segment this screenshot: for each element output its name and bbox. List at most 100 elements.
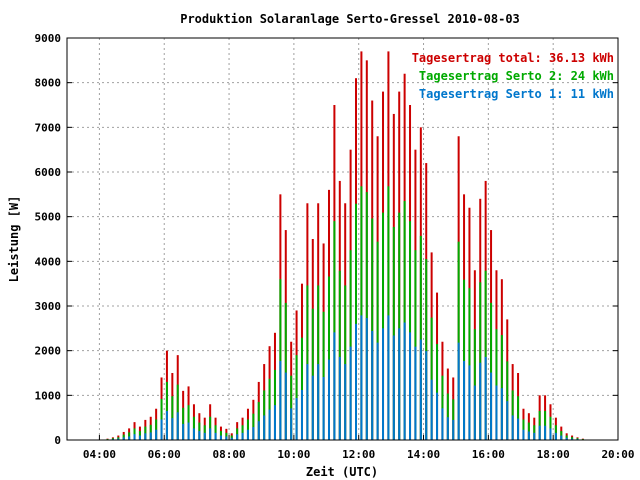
bar-serto-1 bbox=[182, 423, 185, 440]
bar-serto-1 bbox=[560, 435, 563, 440]
bar-serto-1 bbox=[533, 432, 536, 440]
bar-serto-1 bbox=[236, 434, 239, 440]
legend-total: Tagesertrag total: 36.13 kWh bbox=[412, 51, 614, 65]
bar-serto-1 bbox=[133, 434, 136, 440]
bar-serto-2 bbox=[252, 413, 255, 440]
bar-serto-1 bbox=[338, 356, 341, 440]
bar-serto-1 bbox=[554, 432, 557, 440]
y-tick-label: 9000 bbox=[35, 32, 62, 45]
bar-serto-1 bbox=[527, 431, 530, 440]
bar-serto-2 bbox=[473, 329, 476, 440]
bar-serto-2 bbox=[500, 335, 503, 440]
bar-serto-1 bbox=[371, 331, 374, 440]
bar-serto-1 bbox=[571, 438, 574, 440]
bar-serto-1 bbox=[122, 437, 125, 440]
bar-serto-1 bbox=[322, 377, 325, 440]
bar-serto-2 bbox=[306, 285, 309, 440]
bar-serto-2 bbox=[290, 375, 293, 440]
bar-serto-1 bbox=[165, 410, 168, 440]
bar-serto-1 bbox=[219, 435, 222, 440]
bar-serto-2 bbox=[392, 226, 395, 440]
bar-serto-1 bbox=[263, 415, 266, 440]
bar-serto-2 bbox=[457, 241, 460, 440]
bar-serto-1 bbox=[544, 425, 547, 440]
bar-serto-1 bbox=[257, 421, 260, 440]
y-axis-label: Leistung [W] bbox=[7, 196, 21, 283]
legend-serto-2: Tagesertrag Serto 2: 24 kWh bbox=[419, 69, 614, 83]
bar-serto-1 bbox=[349, 346, 352, 440]
x-tick-label: 06:00 bbox=[148, 448, 181, 461]
x-tick-label: 16:00 bbox=[472, 448, 505, 461]
bar-serto-1 bbox=[392, 335, 395, 440]
bar-serto-2 bbox=[544, 410, 547, 440]
x-axis-label: Zeit (UTC) bbox=[306, 465, 378, 479]
bar-serto-2 bbox=[419, 235, 422, 440]
bar-serto-1 bbox=[409, 332, 412, 440]
bar-serto-1 bbox=[317, 364, 320, 440]
chart-title: Produktion Solaranlage Serto-Gressel 201… bbox=[180, 12, 520, 26]
bar-serto-2 bbox=[452, 399, 455, 440]
bar-serto-2 bbox=[268, 378, 271, 440]
bar-serto-1 bbox=[241, 432, 244, 440]
bar-serto-2 bbox=[327, 276, 330, 440]
bar-serto-1 bbox=[376, 342, 379, 440]
bar-serto-1 bbox=[176, 412, 179, 440]
bar-serto-1 bbox=[484, 356, 487, 440]
bar-serto-2 bbox=[360, 186, 363, 440]
x-tick-label: 12:00 bbox=[342, 448, 375, 461]
bar-serto-1 bbox=[160, 419, 163, 440]
bar-serto-1 bbox=[144, 433, 147, 440]
bar-serto-2 bbox=[430, 317, 433, 440]
bar-serto-1 bbox=[290, 408, 293, 440]
bar-serto-1 bbox=[549, 428, 552, 440]
bar-serto-2 bbox=[484, 270, 487, 440]
bar-serto-1 bbox=[300, 389, 303, 440]
bar-serto-2 bbox=[468, 288, 471, 440]
bar-serto-2 bbox=[382, 212, 385, 440]
bar-serto-2 bbox=[538, 410, 541, 440]
bar-serto-2 bbox=[241, 425, 244, 440]
bar-serto-1 bbox=[203, 432, 206, 440]
bar-serto-2 bbox=[279, 279, 282, 440]
bar-serto-1 bbox=[355, 323, 358, 440]
y-tick-label: 4000 bbox=[35, 255, 62, 268]
bar-serto-1 bbox=[506, 401, 509, 440]
bar-serto-1 bbox=[273, 405, 276, 440]
bar-serto-1 bbox=[490, 372, 493, 440]
bar-serto-1 bbox=[457, 342, 460, 440]
bar-serto-2 bbox=[409, 221, 412, 440]
bar-serto-2 bbox=[495, 329, 498, 440]
legend-serto-1: Tagesertrag Serto 1: 11 kWh bbox=[419, 87, 614, 101]
bar-serto-2 bbox=[203, 425, 206, 440]
y-tick-label: 5000 bbox=[35, 211, 62, 224]
bar-serto-1 bbox=[441, 408, 444, 440]
x-tick-label: 08:00 bbox=[212, 448, 245, 461]
bar-serto-1 bbox=[430, 379, 433, 440]
bar-serto-1 bbox=[419, 339, 422, 440]
bar-serto-1 bbox=[495, 385, 498, 440]
bar-serto-1 bbox=[155, 429, 158, 440]
bar-serto-1 bbox=[565, 437, 568, 440]
bar-serto-1 bbox=[517, 418, 520, 440]
bar-serto-1 bbox=[198, 431, 201, 440]
y-tick-label: 1000 bbox=[35, 389, 62, 402]
bar-serto-1 bbox=[117, 438, 120, 440]
bar-serto-2 bbox=[398, 212, 401, 440]
bar-serto-1 bbox=[511, 415, 514, 440]
bar-serto-1 bbox=[214, 432, 217, 440]
x-tick-label: 04:00 bbox=[83, 448, 116, 461]
bar-serto-2 bbox=[300, 337, 303, 440]
y-tick-label: 3000 bbox=[35, 300, 62, 313]
bar-serto-1 bbox=[522, 429, 525, 440]
bar-serto-1 bbox=[425, 351, 428, 440]
bar-serto-2 bbox=[387, 186, 390, 440]
bar-serto-2 bbox=[554, 425, 557, 440]
bar-serto-1 bbox=[398, 328, 401, 440]
bar-serto-1 bbox=[452, 419, 455, 440]
bar-serto-2 bbox=[284, 302, 287, 440]
bar-serto-1 bbox=[479, 362, 482, 440]
bar-serto-1 bbox=[468, 365, 471, 440]
x-tick-label: 10:00 bbox=[277, 448, 310, 461]
bar-serto-2 bbox=[355, 203, 358, 440]
